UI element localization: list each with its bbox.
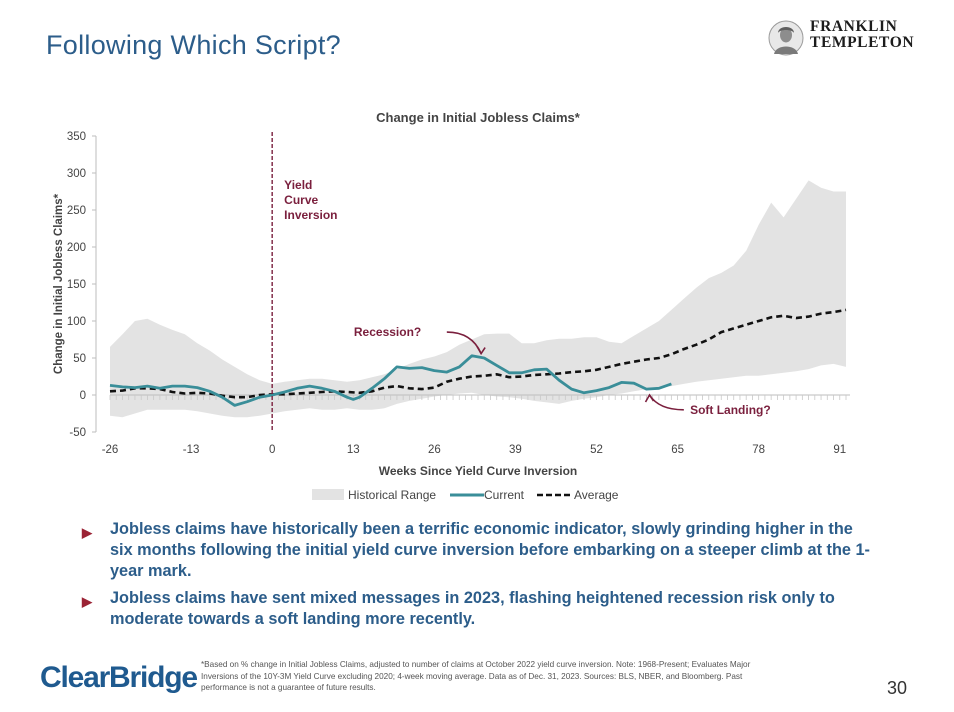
- franklin-templeton-logo: FRANKLIN TEMPLETON: [768, 18, 918, 58]
- inversion-label: Inversion: [284, 208, 337, 222]
- y-tick-label: 50: [73, 353, 86, 365]
- soft-landing-label: Soft Landing?: [690, 403, 771, 417]
- inversion-label: Yield: [284, 178, 312, 192]
- recession-label: Recession?: [354, 325, 421, 339]
- x-tick-label: 65: [671, 444, 684, 456]
- footnote: *Based on % change in Initial Jobless Cl…: [201, 660, 751, 692]
- brand-line-2: TEMPLETON: [810, 34, 915, 51]
- x-tick-label: 78: [752, 444, 765, 456]
- x-tick-label: -26: [102, 444, 119, 456]
- y-axis-label: Change in Initial Jobless Claims*: [53, 193, 65, 374]
- page-title: Following Which Script?: [46, 30, 342, 60]
- current-series-line: [109, 354, 672, 407]
- historical-range-band: [110, 180, 846, 418]
- bullet-item: ▶ Jobless claims have historically been …: [82, 519, 872, 582]
- y-tick-label: 300: [67, 168, 86, 180]
- bullet-text: Jobless claims have historically been a …: [110, 520, 870, 580]
- triangle-bullet-icon: ▶: [82, 525, 92, 540]
- bullet-list: ▶ Jobless claims have historically been …: [82, 519, 872, 636]
- y-tick-label: 350: [67, 131, 86, 143]
- legend-swatch-range: [312, 489, 344, 500]
- soft-landing-arrow: [648, 394, 684, 411]
- x-tick-label: 39: [509, 444, 522, 456]
- x-tick-label: -13: [183, 444, 200, 456]
- y-tick-label: 0: [80, 390, 86, 402]
- x-tick-label: 26: [428, 444, 441, 456]
- x-axis-label: Weeks Since Yield Curve Inversion: [379, 464, 578, 478]
- x-tick-label: 91: [833, 444, 846, 456]
- x-tick-label: 0: [269, 444, 275, 456]
- inversion-label: Curve: [284, 193, 318, 207]
- brand-line-1: FRANKLIN: [810, 18, 898, 35]
- y-tick-label: -50: [69, 427, 86, 439]
- portrait-badge-icon: [768, 20, 804, 56]
- clearbridge-logo: ClearBridge: [40, 661, 198, 694]
- jobless-claims-chart: -50 0 50 100 150 200 250 300 350 -26 -13 0 13 26 39 52 6…: [53, 110, 850, 502]
- y-tick-label: 250: [67, 205, 86, 217]
- legend-label-average: Average: [574, 488, 619, 502]
- legend-label-current: Current: [484, 488, 525, 502]
- y-tick-label: 100: [67, 316, 86, 328]
- bullet-item: ▶ Jobless claims have sent mixed message…: [82, 588, 872, 630]
- soft-landing-arrowhead: [644, 393, 655, 403]
- average-series-line: [109, 308, 847, 399]
- chart-title: Change in Initial Jobless Claims*: [376, 110, 581, 125]
- x-tick-label: 13: [347, 444, 360, 456]
- triangle-bullet-icon: ▶: [82, 594, 92, 609]
- y-tick-label: 150: [67, 279, 86, 291]
- recession-arrowhead: [476, 346, 486, 356]
- y-tick-label: 200: [67, 242, 86, 254]
- bullet-text: Jobless claims have sent mixed messages …: [110, 589, 835, 628]
- x-tick-label: 52: [590, 444, 603, 456]
- legend-label-range: Historical Range: [348, 488, 436, 502]
- page-number: 30: [887, 678, 908, 698]
